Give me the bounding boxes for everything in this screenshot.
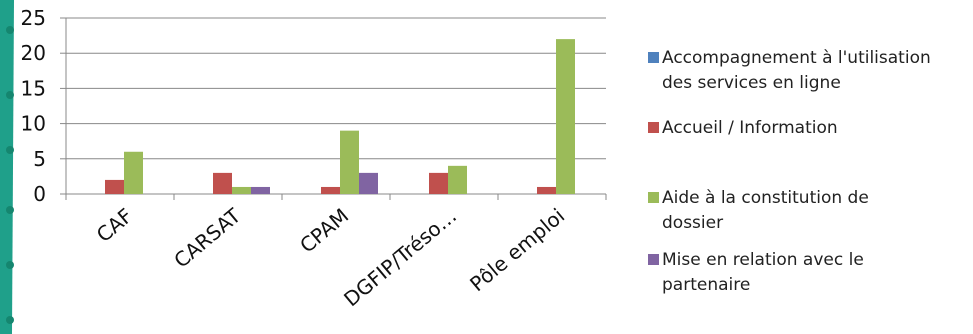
bar xyxy=(340,131,359,194)
legend-label-aide-line2: dossier xyxy=(662,211,869,236)
legend-label-accueil-line1: Accueil / Information xyxy=(662,116,838,141)
legend-swatch-mise-en-relation xyxy=(648,254,659,265)
y-tick-label: 15 xyxy=(21,76,46,100)
legend-item-mise-en-relation: Mise en relation avec le partenaire xyxy=(648,248,864,298)
legend-label-accompagnement-line1: Accompagnement à l'utilisation xyxy=(662,46,931,71)
bar xyxy=(556,39,575,194)
x-tick-label: Pôle emploi xyxy=(465,203,569,296)
y-tick-label: 20 xyxy=(21,41,46,65)
legend-item-accompagnement: Accompagnement à l'utilisation des servi… xyxy=(648,46,931,96)
legend-swatch-aide xyxy=(648,192,659,203)
legend-label-aide-line1: Aide à la constitution de xyxy=(662,186,869,211)
bar xyxy=(213,173,232,194)
x-tick-label: DGFIP/Tréso… xyxy=(339,203,461,311)
bar xyxy=(537,187,556,194)
bar xyxy=(429,173,448,194)
bar xyxy=(251,187,270,194)
legend-label-mise-en-relation-line1: Mise en relation avec le xyxy=(662,248,864,273)
legend-item-aide: Aide à la constitution de dossier xyxy=(648,186,869,236)
y-tick-label: 5 xyxy=(33,147,46,171)
legend-item-accueil: Accueil / Information xyxy=(648,116,838,141)
y-tick-label: 25 xyxy=(21,6,46,30)
y-tick-label: 10 xyxy=(21,112,46,136)
x-tick-label: CPAM xyxy=(295,203,353,257)
bar xyxy=(359,173,378,194)
legend-swatch-accompagnement xyxy=(648,52,659,63)
bar xyxy=(232,187,251,194)
bar xyxy=(448,166,467,194)
bar xyxy=(105,180,124,194)
legend-label-mise-en-relation-line2: partenaire xyxy=(662,273,864,298)
x-tick-label: CAF xyxy=(92,203,137,247)
legend-label-accompagnement-line2: des services en ligne xyxy=(662,71,931,96)
legend-swatch-accueil xyxy=(648,122,659,133)
y-tick-label: 0 xyxy=(33,182,46,206)
bar xyxy=(321,187,340,194)
x-tick-label: CARSAT xyxy=(169,203,246,273)
bar xyxy=(124,152,143,194)
